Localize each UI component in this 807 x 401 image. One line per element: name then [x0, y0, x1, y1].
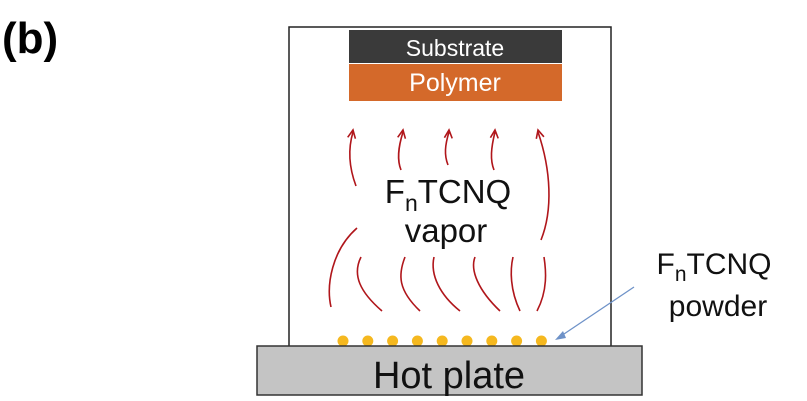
vapor-arrowhead: [535, 128, 545, 139]
vapor-arrowhead: [443, 128, 453, 139]
vapor-formula-rest: TCNQ: [418, 173, 512, 210]
powder-dot: [535, 335, 547, 347]
powder-formula: FnTCNQ: [656, 248, 771, 286]
powder-dot: [337, 335, 349, 347]
vapor-formula-sub: n: [405, 190, 418, 216]
powder-dot: [411, 335, 423, 347]
vapor-arrow: [510, 256, 521, 312]
vapor-arrow: [472, 256, 501, 312]
powder-formula-sub: n: [675, 263, 687, 286]
powder-dot: [362, 335, 374, 347]
powder-dots: [337, 335, 547, 347]
hot-plate-label: Hot plate: [373, 355, 525, 397]
vapor-arrowhead: [347, 128, 357, 139]
vapor-word: vapor: [405, 212, 488, 249]
vapor-arrow: [536, 256, 547, 312]
powder-dot: [436, 335, 448, 347]
vapor-arrow: [397, 131, 404, 171]
substrate-layer: [349, 30, 562, 63]
powder-formula-rest: TCNQ: [687, 248, 772, 281]
vapor-arrow: [432, 256, 461, 312]
polymer-label: Polymer: [409, 69, 501, 97]
vapor-arrows: [328, 128, 550, 312]
polymer-layer: [349, 64, 562, 101]
vapor-arrowhead: [397, 128, 407, 139]
powder-pointer-arrowhead: [555, 331, 566, 340]
powder-pointer-line: [560, 286, 635, 337]
substrate-label: Substrate: [406, 35, 504, 61]
vapor-arrow: [356, 256, 383, 312]
vapor-arrow: [490, 131, 496, 171]
hot-plate: [256, 345, 643, 396]
vapor-arrow: [348, 131, 357, 187]
powder-dot: [511, 335, 523, 347]
vapor-arrowhead: [489, 128, 499, 139]
powder-word: powder: [669, 290, 767, 323]
powder-dot: [387, 335, 399, 347]
vapor-arrow: [328, 227, 358, 308]
powder-dot: [486, 335, 498, 347]
vapor-formula-main: F: [385, 173, 405, 210]
powder-dot: [461, 335, 473, 347]
vapor-arrow: [400, 256, 421, 312]
panel-label: (b): [2, 14, 59, 63]
vapor-formula: FnTCNQ: [385, 173, 511, 216]
vapor-arrow: [444, 131, 450, 166]
powder-formula-main: F: [656, 248, 674, 281]
vapor-arrow: [537, 131, 550, 241]
